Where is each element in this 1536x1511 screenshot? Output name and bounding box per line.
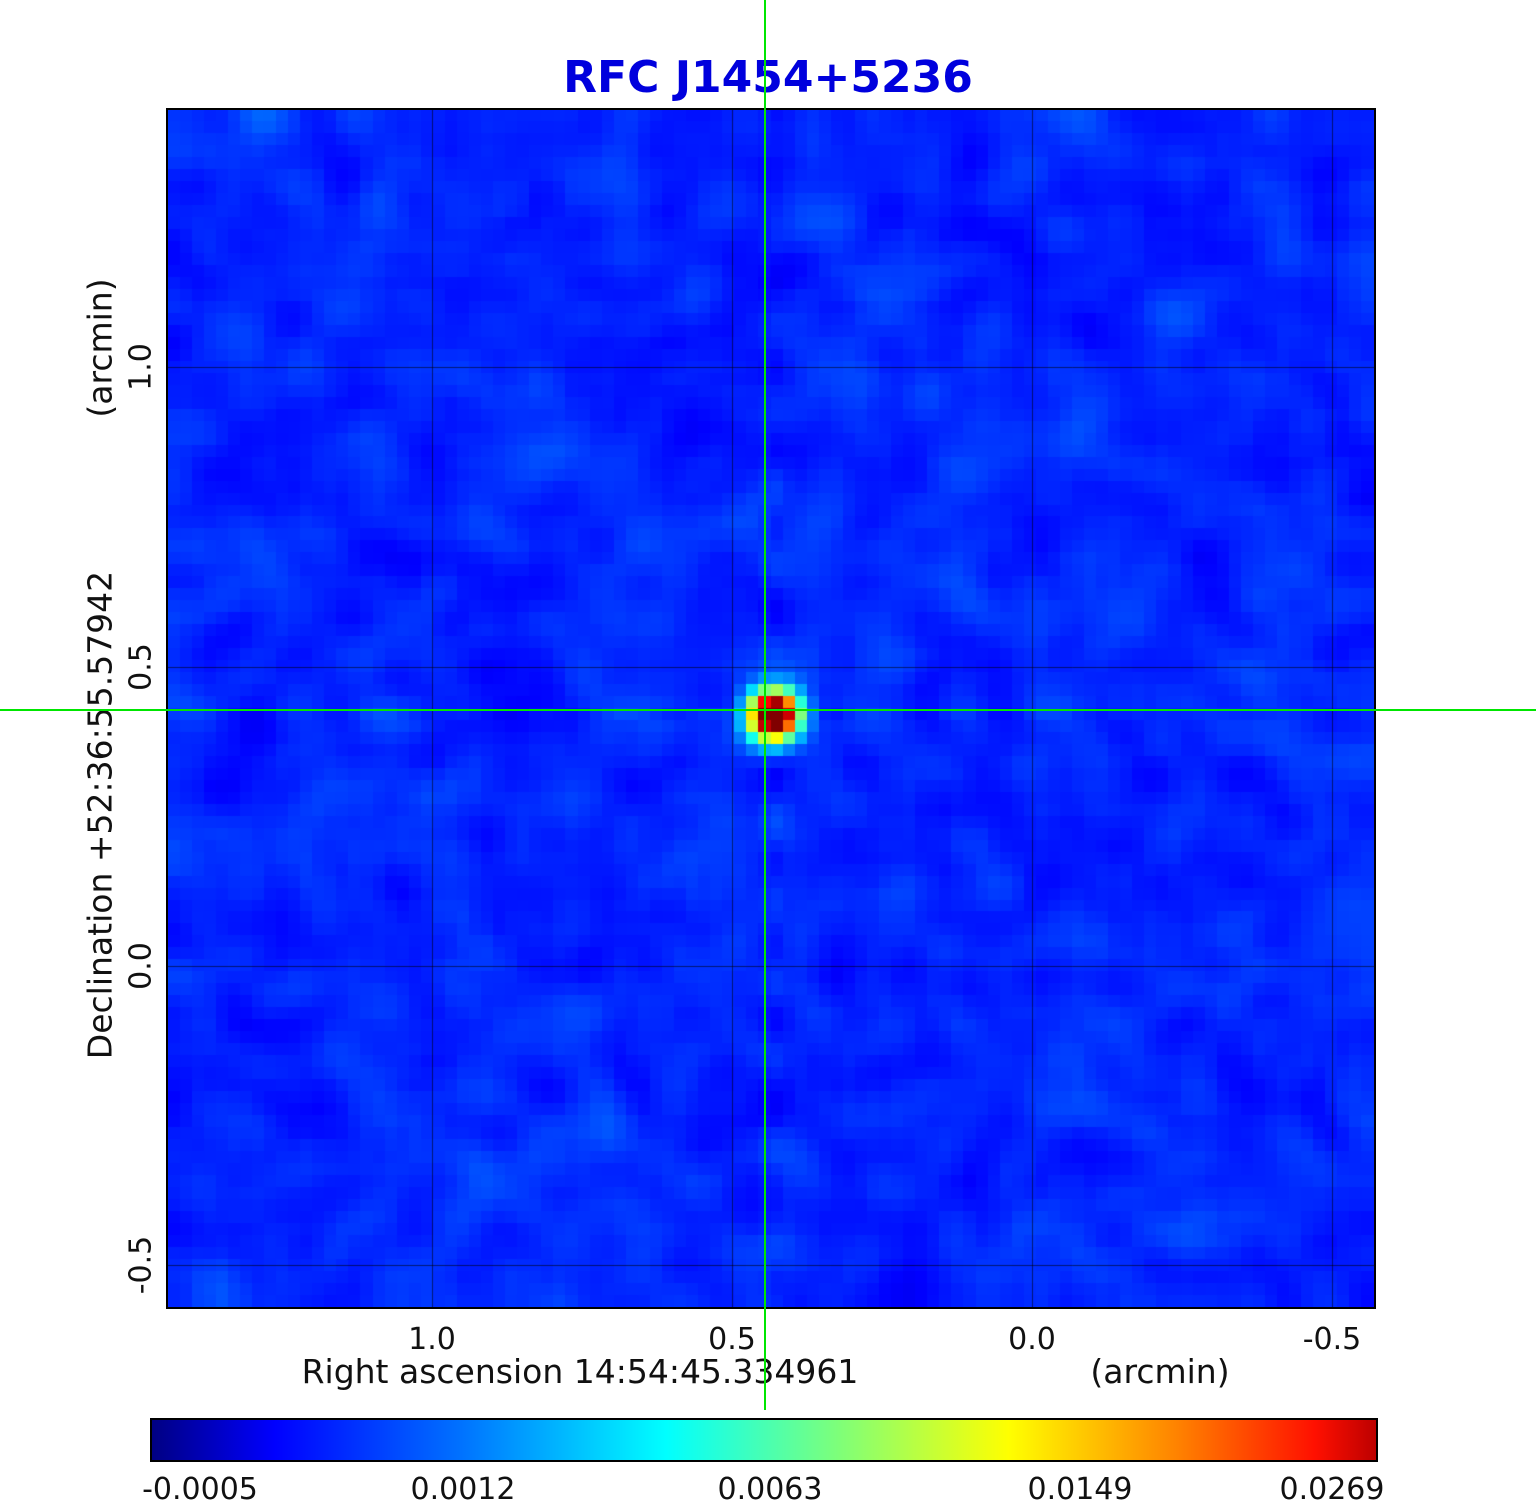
y-axis-label: Declination +52:36:55.57942 — [81, 571, 120, 1059]
x-axis-label: Right ascension 14:54:45.334961 — [302, 1352, 859, 1391]
y-tick-label: -0.5 — [124, 1236, 159, 1295]
radio-map-figure: RFC J1454+5236 (arcmin) Declination +52:… — [0, 0, 1536, 1511]
page-title: RFC J1454+5236 — [0, 52, 1536, 103]
colorbar-tick-label: 0.0063 — [718, 1472, 823, 1507]
y-tick-label: 0.0 — [124, 942, 159, 990]
colorbar — [150, 1418, 1378, 1462]
colorbar-tick-label: 0.0149 — [1028, 1472, 1133, 1507]
colorbar-tick-label: 0.0269 — [1280, 1472, 1385, 1507]
colorbar-tick-label: -0.0005 — [142, 1472, 258, 1507]
x-tick-label: -0.5 — [1303, 1322, 1362, 1357]
crosshair-vertical-line — [764, 0, 766, 1410]
crosshair-horizontal-line — [0, 709, 1536, 711]
x-tick-label: 0.0 — [1008, 1322, 1056, 1357]
y-axis-unit-label: (arcmin) — [81, 278, 120, 417]
x-axis-unit-label: (arcmin) — [1090, 1352, 1229, 1391]
colorbar-tick-label: 0.0012 — [411, 1472, 516, 1507]
y-tick-label: 0.5 — [124, 643, 159, 691]
y-tick-label: 1.0 — [124, 343, 159, 391]
